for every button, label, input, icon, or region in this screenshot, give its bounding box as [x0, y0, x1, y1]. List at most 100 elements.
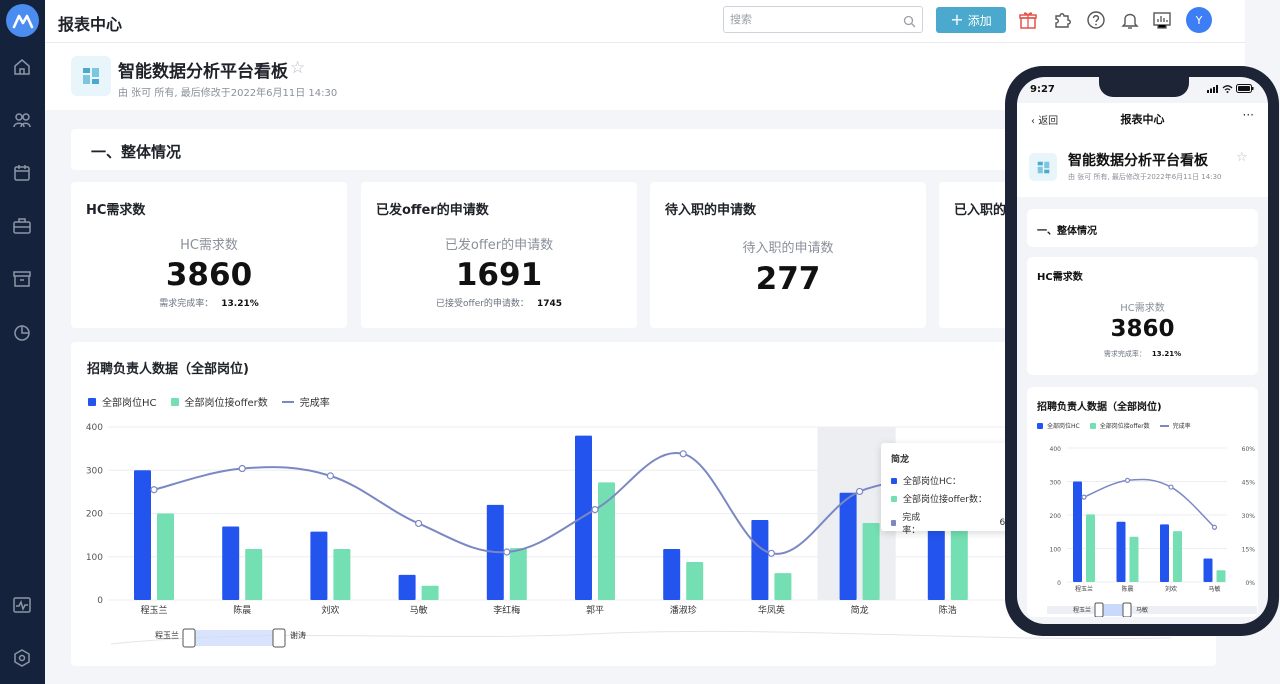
tooltip-label: 全部岗位HC：: [903, 477, 962, 487]
phone-kpi-title: HC需求数: [1037, 272, 1083, 283]
dashboard-icon: [71, 56, 111, 96]
rate-point: [415, 519, 423, 528]
x-tick-label: 马敏: [410, 604, 428, 616]
bar-hc: [663, 548, 681, 600]
tooltip-swatch: [891, 477, 897, 484]
gift-icon[interactable]: [1017, 9, 1039, 31]
phone-page-title: 智能数据分析平台看板: [1068, 153, 1208, 169]
archive-icon[interactable]: [11, 268, 33, 290]
slider-range: [189, 630, 281, 646]
briefcase-icon[interactable]: [11, 215, 33, 237]
chart-title: 招聘负责人数据（全部岗位): [87, 362, 249, 377]
legend-item-rate[interactable]: 完成率: [1159, 421, 1191, 430]
more-icon[interactable]: ···: [1242, 108, 1254, 122]
legend-item-hc[interactable]: 全部岗位HC: [88, 394, 157, 409]
add-button[interactable]: + 添加: [936, 7, 1006, 33]
phone-kpi-footer-label: 需求完成率：: [1103, 350, 1146, 358]
rate-point: [1168, 484, 1174, 490]
page-meta: 由 张可 所有, 最后修改于2022年6月11日 14:30: [118, 88, 338, 99]
phone-bar-line-chart[interactable]: 01002003004000%15%30%45%60%程玉兰 陈晨 刘欢 马敏程玉兰马…: [1027, 387, 1258, 617]
y-tick-label: 0: [97, 596, 103, 606]
rate-point: [855, 487, 864, 496]
slider-track: [1047, 606, 1257, 614]
top-bar: 报表中心 + 添加 Y: [45, 0, 1245, 43]
legend-item-rate[interactable]: 完成率: [281, 394, 330, 409]
activity-icon[interactable]: [11, 594, 33, 616]
help-icon[interactable]: [1085, 9, 1107, 31]
legend-swatch: [1089, 422, 1096, 429]
report-icon[interactable]: [1151, 9, 1173, 31]
puzzle-icon[interactable]: [1051, 9, 1073, 31]
star-icon[interactable]: ☆: [290, 58, 306, 78]
search-input[interactable]: [724, 7, 894, 32]
x-tick-label: 郭平: [586, 604, 604, 616]
page-title: 智能数据分析平台看板: [118, 62, 288, 82]
bar-offer: [1129, 536, 1139, 582]
y-tick-label: 300: [1050, 480, 1062, 487]
bell-icon[interactable]: [1119, 9, 1141, 31]
y2-tick-label: 30%: [1242, 513, 1256, 520]
add-button-label: 添加: [967, 13, 992, 28]
tooltip-label: 完成率：: [902, 513, 921, 536]
legend-label: 全部岗位HC: [102, 398, 157, 409]
bar-offer: [245, 548, 263, 600]
kpi-footer-label: 已接受offer的申请数：: [435, 299, 529, 309]
phone-kpi-footer: 需求完成率： 13.21%: [1027, 349, 1258, 359]
kpi-footer-label: 需求完成率：: [159, 299, 214, 309]
legend-swatch: [170, 397, 179, 406]
phone-kpi-footer-value: 13.21%: [1151, 350, 1182, 358]
users-icon[interactable]: [11, 109, 33, 131]
legend-label: 全部岗位接offer数: [184, 398, 268, 409]
bar-offer: [686, 561, 704, 600]
phone-clock: 9:27: [1030, 84, 1055, 95]
bar-hc: [134, 470, 151, 600]
legend-item-offer[interactable]: 全部岗位接offer数: [170, 394, 268, 409]
chart-tooltip: 简龙 全部岗位HC： 全部岗位接offer数： 完成率：64: [881, 443, 1011, 536]
bar-offer: [862, 523, 880, 600]
phone-page-header: 智能数据分析平台看板 ☆ 由 张可 所有, 最后修改于2022年6月11日 14…: [1017, 133, 1268, 197]
slider-handle-left: [1094, 602, 1104, 617]
calendar-icon[interactable]: [11, 162, 33, 184]
x-tick-label: 潘淑珍: [670, 604, 697, 616]
tooltip-title: 简龙: [891, 455, 910, 465]
legend-label: 完成率: [299, 398, 330, 409]
star-icon[interactable]: ☆: [1236, 150, 1248, 165]
legend-label: 全部岗位HC: [1047, 423, 1080, 430]
legend-swatch: [1037, 422, 1043, 429]
legend-label: 全部岗位接offer数: [1099, 423, 1150, 430]
y2-tick-label: 60%: [1242, 446, 1256, 453]
phone-chart-card: 招聘负责人数据（全部岗位) 全部岗位HC 全部岗位接offer数 完成率 0 10…: [1027, 387, 1258, 617]
phone-kpi-value: 3860: [1110, 316, 1175, 342]
battery-icon: [1236, 84, 1254, 93]
back-button[interactable]: ‹ 返回: [1031, 112, 1058, 127]
tooltip-label: 全部岗位接offer数：: [903, 495, 987, 505]
rate-point: [503, 548, 511, 556]
kpi-value: 3860: [165, 257, 253, 293]
search-box[interactable]: [723, 6, 923, 33]
bar-offer: [421, 585, 439, 600]
legend-swatch: [88, 397, 96, 406]
x-tick-label: 刘欢: [321, 604, 339, 616]
legend-item-offer[interactable]: 全部岗位接offer数: [1089, 421, 1150, 430]
x-tick-label: 程玉兰: [1075, 585, 1093, 593]
kpi-title: 已发offer的申请数: [376, 203, 489, 218]
tooltip-swatch: [891, 520, 897, 526]
app-logo[interactable]: [6, 4, 39, 37]
home-icon[interactable]: [11, 56, 33, 78]
y-tick-label: 100: [86, 553, 103, 563]
kpi-card-pending[interactable]: 待入职的申请数 待入职的申请数 277: [650, 182, 926, 328]
rate-point: [238, 464, 246, 473]
legend-item-hc[interactable]: 全部岗位HC: [1037, 421, 1080, 430]
dashboard-icon: [1029, 153, 1057, 181]
kpi-card-hc[interactable]: HC需求数 HC需求数 3860 需求完成率： 13.21%: [71, 182, 347, 328]
kpi-card-offer[interactable]: 已发offer的申请数 已发offer的申请数 1691 已接受offer的申请…: [361, 182, 637, 328]
settings-icon[interactable]: [11, 647, 33, 669]
phone-kpi-card[interactable]: HC需求数 HC需求数 3860 需求完成率： 13.21%: [1027, 257, 1258, 375]
pie-chart-icon[interactable]: [11, 321, 33, 343]
kpi-title: 已入职的: [954, 203, 1007, 218]
avatar[interactable]: Y: [1186, 7, 1212, 33]
search-icon[interactable]: [903, 13, 916, 32]
chart-legend: 全部岗位HC 全部岗位接offer数 完成率: [88, 394, 330, 409]
chevron-left-icon: ‹: [1031, 116, 1039, 127]
